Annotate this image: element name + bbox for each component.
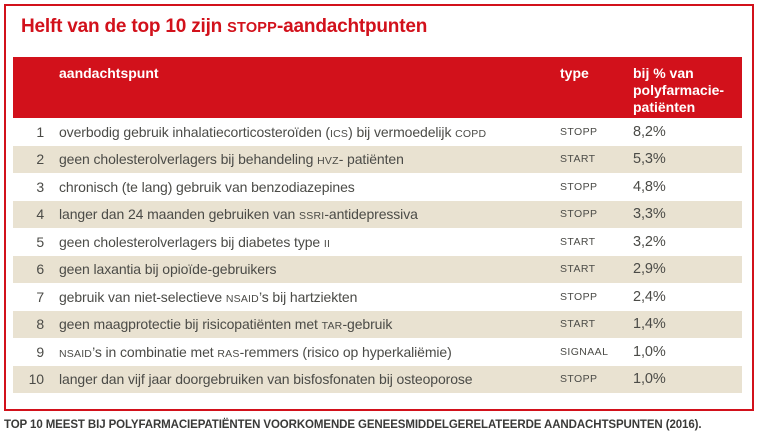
figure-caption: TOP 10 MEEST BIJ POLYFARMACIEPATIËNTEN V…: [4, 419, 702, 431]
row-type: STOPP: [560, 290, 598, 303]
row-percentage: 1,4%: [633, 316, 666, 333]
header-percentage: bij % van polyfarmacie-patiënten: [633, 57, 742, 116]
figure-frame: Helft van de top 10 zijn STOPP-aandachtp…: [4, 4, 754, 411]
row-aandachtspunt: gebruik van niet-selectieve NSAID’s bij …: [59, 288, 358, 305]
table-row: 2 geen cholesterolverlagers bij behandeli…: [13, 145, 742, 173]
row-number: 5: [36, 233, 44, 250]
row-aandachtspunt: geen laxantia bij opioïde-gebruikers: [59, 261, 277, 278]
row-type: SIGNAAL: [560, 345, 609, 358]
abbreviation: II: [323, 237, 331, 250]
top10-table: aandachtspunt type bij % van polyfarmacie…: [13, 57, 742, 393]
table-header-row: aandachtspunt type bij % van polyfarmacie…: [13, 57, 742, 118]
row-number: 7: [36, 288, 44, 305]
abbreviation: NSAID: [59, 347, 93, 360]
table-row: 5 geen cholesterolverlagers bij diabetes …: [13, 228, 742, 256]
table-row: 1 overbodig gebruik inhalatiecorticostero…: [13, 118, 742, 146]
abbreviation: ICS: [330, 127, 349, 140]
row-type: STOPP: [560, 180, 598, 193]
abbreviation: TAR: [321, 320, 343, 333]
row-number: 4: [36, 206, 44, 223]
row-aandachtspunt: NSAID’s in combinatie met RAS-remmers (r…: [59, 343, 452, 360]
abbreviation: RAS: [217, 347, 240, 360]
row-type: START: [560, 153, 596, 166]
row-percentage: 2,4%: [633, 288, 666, 305]
row-type: START: [560, 235, 596, 248]
abbreviation: SSRI: [299, 210, 325, 223]
row-type: START: [560, 318, 596, 331]
row-percentage: 4,8%: [633, 178, 666, 195]
table-row: 3 chronisch (te lang) gebruik van benzodi…: [13, 173, 742, 201]
row-aandachtspunt: langer dan 24 maanden gebruiken van SSRI…: [59, 206, 418, 223]
table-row: 10 langer dan vijf jaar doorgebruiken van…: [13, 365, 742, 393]
row-number: 8: [36, 316, 44, 333]
header-type: type: [560, 65, 589, 81]
row-type: START: [560, 263, 596, 276]
row-percentage: 3,2%: [633, 233, 666, 250]
header-percentage-line: patiënten: [633, 99, 696, 115]
row-number: 9: [36, 343, 44, 360]
row-type: STOPP: [560, 125, 598, 138]
header-aandachtspunt: aandachtspunt: [59, 65, 159, 81]
row-aandachtspunt: chronisch (te lang) gebruik van benzodia…: [59, 178, 355, 195]
row-number: 6: [36, 261, 44, 278]
abbreviation: COPD: [455, 127, 487, 140]
row-percentage: 8,2%: [633, 123, 666, 140]
page-title: Helft van de top 10 zijn STOPP-aandachtp…: [21, 16, 428, 37]
row-percentage: 5,3%: [633, 151, 666, 168]
row-aandachtspunt: overbodig gebruik inhalatiecorticosteroï…: [59, 123, 487, 140]
row-number: 10: [28, 371, 44, 388]
table-row: 6 geen laxantia bij opioïde-gebruikers STA…: [13, 255, 742, 283]
table-row: 9 NSAID’s in combinatie met RAS-remmers (…: [13, 338, 742, 366]
row-percentage: 2,9%: [633, 261, 666, 278]
abbreviation: HVZ: [317, 155, 339, 168]
row-number: 3: [36, 178, 44, 195]
row-percentage: 1,0%: [633, 371, 666, 388]
row-aandachtspunt: geen cholesterolverlagers bij diabetes t…: [59, 233, 331, 250]
table-row: 8 geen maagprotectie bij risicopatiënten …: [13, 310, 742, 338]
row-aandachtspunt: geen maagprotectie bij risicopatiënten m…: [59, 316, 393, 333]
table-row: 7 gebruik van niet-selectieve NSAID’s bij…: [13, 283, 742, 311]
row-percentage: 1,0%: [633, 343, 666, 360]
header-percentage-line: polyfarmacie-: [633, 82, 725, 98]
table-body: 1 overbodig gebruik inhalatiecorticostero…: [13, 118, 742, 393]
row-type: STOPP: [560, 373, 598, 386]
row-aandachtspunt: geen cholesterolverlagers bij behandelin…: [59, 151, 404, 168]
row-type: STOPP: [560, 208, 598, 221]
row-aandachtspunt: langer dan vijf jaar doorgebruiken van b…: [59, 371, 473, 388]
table-row: 4 langer dan 24 maanden gebruiken van SSR…: [13, 200, 742, 228]
row-percentage: 3,3%: [633, 206, 666, 223]
row-number: 1: [36, 123, 44, 140]
abbreviation: NSAID: [225, 292, 259, 305]
header-percentage-line: bij % van: [633, 65, 694, 81]
abbreviation: STOPP: [227, 20, 278, 36]
row-number: 2: [36, 151, 44, 168]
